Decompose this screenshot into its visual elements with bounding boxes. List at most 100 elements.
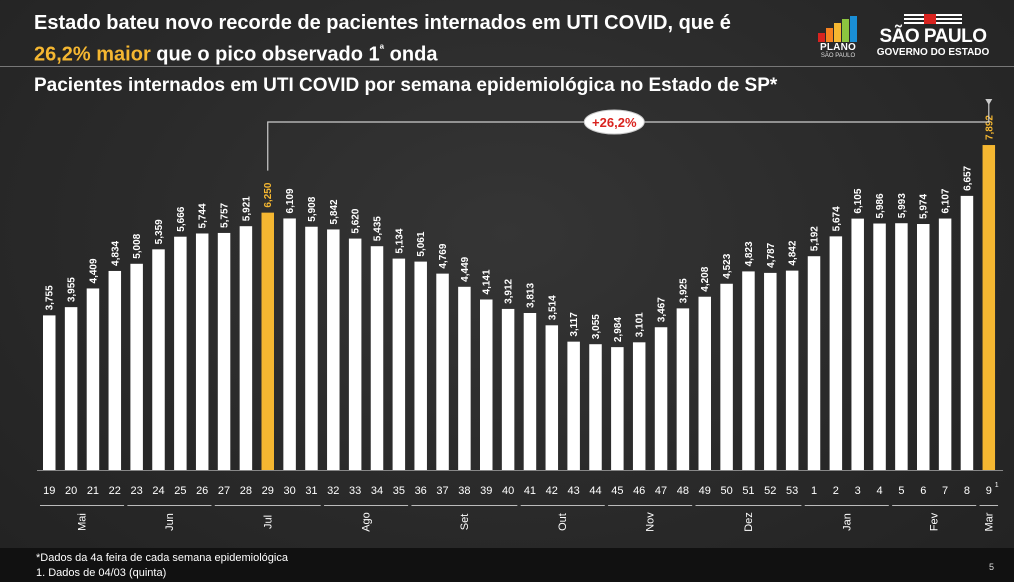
bar-week-47 xyxy=(654,327,668,470)
value-label-week-33: 5,620 xyxy=(351,208,362,233)
headline-line-2: 26,2% maior que o pico observado 1ª onda xyxy=(34,36,814,68)
tick-label-week-5: 5 xyxy=(898,485,904,497)
header-divider xyxy=(0,66,1014,67)
bar-week-24 xyxy=(152,249,165,470)
value-label-week-5: 5,993 xyxy=(897,193,908,218)
bar-week-32 xyxy=(327,229,340,470)
bar-week-20 xyxy=(64,307,78,470)
tick-label-week-35: 35 xyxy=(393,485,405,497)
value-label-week-23: 5,008 xyxy=(132,233,143,258)
tick-label-week-6: 6 xyxy=(920,485,926,497)
headline-superscript: ª xyxy=(379,42,385,56)
tick-label-week-26: 26 xyxy=(196,485,208,497)
tick-label-week-43: 43 xyxy=(568,485,580,497)
tick-label-week-24: 24 xyxy=(152,485,164,497)
value-label-week-3: 6,105 xyxy=(853,188,864,213)
bar-week-36 xyxy=(414,261,427,470)
tick-label-week-48: 48 xyxy=(677,485,689,497)
tick-label-week-44: 44 xyxy=(589,485,601,497)
value-label-week-36: 5,061 xyxy=(416,231,427,256)
plano-bars-icon xyxy=(818,16,858,42)
value-label-week-37: 4,769 xyxy=(438,243,449,268)
tick-label-week-49: 49 xyxy=(699,485,711,497)
value-label-week-49: 4,208 xyxy=(700,266,711,291)
tick-label-week-34: 34 xyxy=(371,485,383,497)
bar-week-22 xyxy=(108,270,122,470)
tick-label-week-52: 52 xyxy=(764,485,776,497)
tick-label-week-4: 4 xyxy=(876,485,882,497)
chart-subtitle: Pacientes internados em UTI COVID por se… xyxy=(34,75,778,96)
bar-week-4 xyxy=(873,223,886,470)
plano-logo-title: PLANO xyxy=(820,42,856,53)
bar-week-31 xyxy=(305,226,318,470)
value-label-week-6: 5,974 xyxy=(919,194,930,219)
headline-text: que o pico observado 1 xyxy=(150,43,380,66)
bar-week-8 xyxy=(960,195,974,470)
month-label-mar: Mar xyxy=(983,512,995,531)
value-label-week-52: 4,787 xyxy=(766,242,777,267)
bar-week-43 xyxy=(567,341,580,470)
bar-week-40 xyxy=(501,308,515,470)
tick-label-week-19: 19 xyxy=(43,485,55,497)
month-label-jun: Jun xyxy=(164,513,176,531)
headline-line-1: Estado bateu novo recorde de pacientes i… xyxy=(34,12,731,34)
bar-week-7 xyxy=(938,218,952,470)
tick-label-superscript: 1 xyxy=(995,482,999,489)
bar-week-48 xyxy=(676,308,690,470)
bar-week-33 xyxy=(348,238,362,470)
value-label-week-28: 5,921 xyxy=(241,196,252,221)
value-label-week-2: 5,674 xyxy=(831,206,842,231)
tick-label-week-37: 37 xyxy=(436,485,448,497)
value-label-week-40: 3,912 xyxy=(504,278,515,303)
plano-logo-subtitle: SÃO PAULO xyxy=(820,53,856,59)
tick-label-week-36: 36 xyxy=(415,485,427,497)
tick-label-week-1: 1 xyxy=(811,485,817,497)
month-label-nov: Nov xyxy=(645,512,657,532)
tick-label-week-47: 47 xyxy=(655,485,667,497)
month-label-set: Set xyxy=(459,514,471,531)
tick-label-week-50: 50 xyxy=(720,485,732,497)
month-label-ago: Ago xyxy=(361,512,373,532)
bar-week-37 xyxy=(436,273,449,470)
tick-label-week-20: 20 xyxy=(65,485,77,497)
bar-week-38 xyxy=(458,286,471,470)
value-label-week-45: 2,984 xyxy=(613,317,624,342)
bar-week-45 xyxy=(611,347,624,470)
bar-week-19 xyxy=(43,315,56,470)
tick-label-week-25: 25 xyxy=(174,485,186,497)
value-label-week-4: 5,986 xyxy=(875,193,886,218)
plano-sao-paulo-logo: PLANO SÃO PAULO xyxy=(812,16,864,60)
headline-text-end: onda xyxy=(384,43,438,66)
bar-week-9 xyxy=(982,145,996,471)
bar-week-46 xyxy=(632,342,646,470)
bar-week-52 xyxy=(764,272,777,470)
value-label-week-25: 5,666 xyxy=(176,206,187,231)
tick-label-week-38: 38 xyxy=(458,485,470,497)
value-label-week-1: 5,192 xyxy=(810,226,821,251)
value-label-week-41: 3,813 xyxy=(525,283,536,308)
month-label-fev: Fev xyxy=(929,512,941,531)
month-label-jul: Jul xyxy=(262,515,274,529)
bar-week-53 xyxy=(785,270,799,470)
value-label-week-39: 4,141 xyxy=(482,269,493,294)
bar-week-26 xyxy=(195,233,209,470)
value-label-week-32: 5,842 xyxy=(329,199,340,224)
bar-week-2 xyxy=(829,236,843,470)
bar-week-42 xyxy=(545,325,559,470)
bar-week-35 xyxy=(392,258,406,470)
tick-label-week-2: 2 xyxy=(833,485,839,497)
value-label-week-7: 6,107 xyxy=(941,188,952,213)
tick-label-week-39: 39 xyxy=(480,485,492,497)
tick-label-week-45: 45 xyxy=(611,485,623,497)
tick-label-week-33: 33 xyxy=(349,485,361,497)
value-label-week-44: 3,055 xyxy=(591,314,602,339)
bar-week-39 xyxy=(480,299,493,470)
bar-week-27 xyxy=(217,232,231,470)
month-label-mai: Mai xyxy=(77,513,89,531)
bar-week-50 xyxy=(720,283,733,470)
bar-week-5 xyxy=(895,223,908,470)
value-label-week-42: 3,514 xyxy=(547,295,558,320)
value-label-week-19: 3,755 xyxy=(45,285,56,310)
value-label-week-31: 5,908 xyxy=(307,196,318,221)
tick-label-week-21: 21 xyxy=(87,485,99,497)
